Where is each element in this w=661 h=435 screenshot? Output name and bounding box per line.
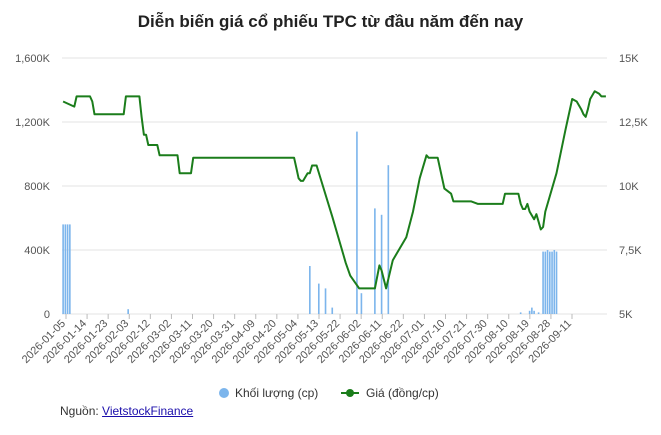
legend-marker-volume: [219, 388, 229, 398]
volume-bar: [317, 283, 320, 314]
volume-bar: [544, 251, 547, 314]
volume-bar: [69, 224, 71, 314]
legend-label-volume: Khối lượng (cp): [235, 386, 318, 400]
volume-bar: [551, 251, 553, 314]
y-left-tick-label: 400K: [24, 245, 50, 257]
volume-bar: [62, 224, 64, 314]
y-right-tick-label: 7,5K: [619, 245, 642, 257]
source-label: Nguồn:: [60, 404, 103, 418]
volume-bar: [531, 307, 533, 314]
volume-bar: [537, 312, 540, 314]
volume-bar: [127, 309, 129, 314]
legend-label-price: Giá (đồng/cp): [366, 386, 439, 400]
volume-bar: [380, 214, 383, 314]
volume-bar: [546, 250, 549, 314]
volume-bar: [542, 251, 544, 314]
volume-bar: [374, 208, 376, 314]
volume-bar: [324, 288, 327, 314]
volume-bar: [387, 165, 390, 314]
y-left-tick-label: 0: [44, 309, 50, 321]
source-link[interactable]: VietstockFinance: [102, 404, 194, 418]
volume-bar: [549, 251, 551, 314]
volume-bar: [360, 293, 363, 314]
y-right-tick-label: 12,5K: [619, 117, 648, 129]
volume-bar: [64, 224, 67, 314]
y-left-tick-label: 1,600K: [15, 53, 51, 65]
legend-marker-price: [346, 389, 354, 397]
volume-bar: [331, 307, 334, 314]
y-left-tick-label: 1,200K: [15, 117, 51, 129]
volume-bar: [519, 312, 522, 314]
volume-bar: [66, 224, 69, 314]
volume-bar: [555, 251, 558, 314]
y-right-tick-label: 10K: [619, 181, 639, 193]
legend: Khối lượng (cp) Giá (đồng/cp): [219, 386, 439, 400]
price-line: [62, 90, 606, 290]
volume-bar: [533, 310, 535, 314]
chart-title: Diễn biến giá cổ phiếu TPC từ đầu năm đế…: [137, 12, 524, 31]
volume-bar: [309, 266, 311, 314]
volume-bar: [356, 131, 358, 314]
volume-bars: [62, 131, 558, 314]
y-left-tick-label: 800K: [24, 181, 50, 193]
source-note: Nguồn: VietstockFinance: [60, 404, 193, 418]
grid-lines: [62, 57, 607, 315]
y-right-tick-label: 15K: [619, 53, 639, 65]
y-right-tick-label: 5K: [619, 309, 633, 321]
volume-bar: [528, 310, 531, 314]
price-series-line: [62, 90, 606, 290]
volume-bar: [553, 250, 556, 314]
